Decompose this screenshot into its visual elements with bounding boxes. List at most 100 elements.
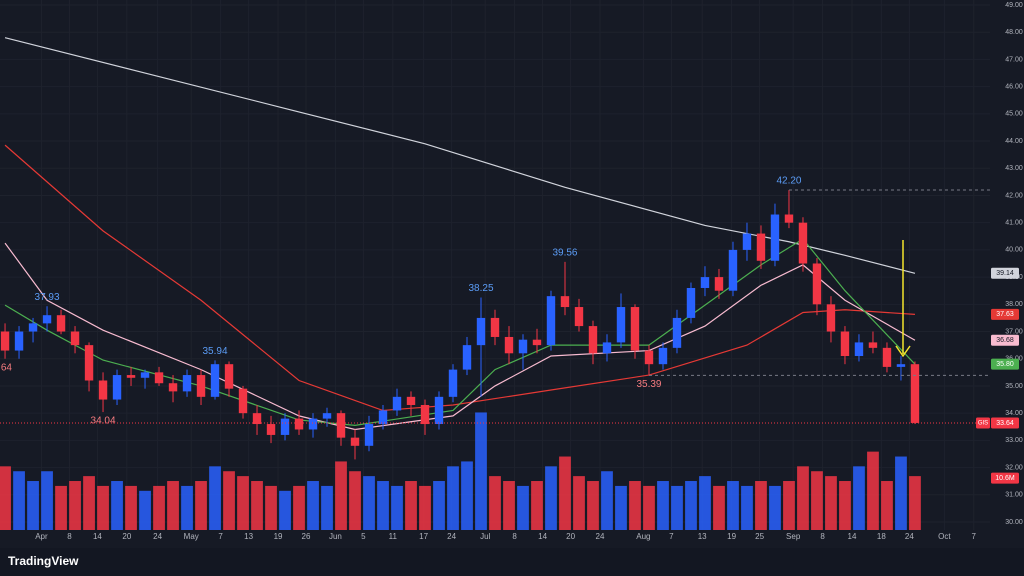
candle-body — [42, 315, 52, 324]
candle-body — [812, 263, 822, 305]
y-tick-label: 30.00 — [1005, 519, 1023, 526]
x-tick-label: 20 — [566, 532, 575, 541]
candle-body — [266, 424, 276, 435]
candle-body — [434, 396, 444, 425]
x-tick-label: May — [184, 532, 199, 541]
x-tick-label: 24 — [905, 532, 914, 541]
candle-body — [462, 345, 472, 370]
x-tick-label: 5 — [361, 532, 366, 541]
series-value-label: 37.63 — [996, 311, 1014, 318]
series-value-label-box — [991, 358, 1019, 370]
volume-bar — [293, 485, 305, 530]
symbol-label: GIS — [978, 421, 988, 427]
x-tick-label: Jul — [480, 532, 490, 541]
candle-body — [28, 323, 38, 332]
candle-body — [896, 364, 906, 367]
axis: 30.0031.0032.0033.0034.0035.0036.0037.00… — [35, 2, 1023, 541]
volume-bar — [223, 471, 235, 530]
x-tick-label: 24 — [447, 532, 456, 541]
y-tick-label: 49.00 — [1005, 2, 1023, 9]
candle-body — [70, 331, 80, 346]
candle-body — [742, 233, 752, 250]
price-label: 35.39 — [636, 379, 661, 390]
series-value-label-box — [991, 334, 1019, 346]
candle-body — [728, 249, 738, 291]
volume-bar — [405, 481, 417, 530]
candle-body — [84, 345, 94, 381]
volume-bar — [475, 412, 487, 530]
candle-body — [168, 383, 178, 392]
price-label: 35.94 — [203, 346, 228, 357]
volume-bar — [419, 485, 431, 530]
candle-body — [196, 375, 206, 397]
volume-bar — [251, 481, 263, 530]
candle-body — [840, 331, 850, 357]
candle-body — [112, 375, 122, 400]
x-tick-label: 7 — [669, 532, 674, 541]
annotation-arrowhead — [895, 345, 911, 358]
volume-bar — [83, 476, 95, 530]
volume-bar — [657, 481, 669, 530]
last-price-label-box — [991, 417, 1019, 429]
volume-bar — [279, 490, 291, 530]
volume-bar — [531, 481, 543, 530]
candle-body — [448, 369, 458, 397]
candle-body — [518, 339, 528, 354]
candle-body — [798, 222, 808, 264]
volume-bar — [769, 485, 781, 530]
volume-bar — [685, 481, 697, 530]
volume-bar — [321, 485, 333, 530]
y-tick-label: 33.00 — [1005, 437, 1023, 444]
volume-bar — [783, 481, 795, 530]
volume-bar — [391, 485, 403, 530]
x-tick-label: 24 — [596, 532, 605, 541]
volume-bar — [307, 481, 319, 530]
series-value-label: 36.68 — [996, 337, 1014, 344]
candle-body — [154, 372, 164, 384]
y-tick-label: 38.00 — [1005, 301, 1023, 308]
volume-bar — [461, 461, 473, 530]
y-tick-label: 47.00 — [1005, 56, 1023, 63]
x-tick-label: 8 — [512, 532, 517, 541]
x-tick-label: 26 — [302, 532, 311, 541]
candle-body — [364, 424, 374, 446]
volume-bar — [167, 481, 179, 530]
candle-body — [392, 396, 402, 411]
series-value-label-box — [991, 308, 1019, 320]
x-tick-label: 19 — [727, 532, 736, 541]
volume-bar — [755, 481, 767, 530]
volume-bar — [629, 481, 641, 530]
volume-value-label-box — [991, 472, 1019, 484]
x-tick-label: 7 — [972, 532, 977, 541]
candle-body — [602, 342, 612, 354]
footer — [0, 548, 1024, 576]
volume-bar — [363, 476, 375, 530]
candle-body — [252, 413, 262, 425]
candle-body — [378, 410, 388, 425]
volume-bar — [601, 471, 613, 530]
y-tick-label: 48.00 — [1005, 29, 1023, 36]
volume-bar — [825, 476, 837, 530]
candle-body — [56, 315, 66, 332]
volume-bar — [797, 466, 809, 530]
x-tick-label: 25 — [755, 532, 764, 541]
candle-body — [308, 418, 318, 430]
series-value-label: 39.14 — [996, 270, 1014, 277]
candle-body — [658, 347, 668, 365]
price-label: 37.93 — [35, 292, 60, 303]
volume-bar — [377, 481, 389, 530]
volume-bar — [27, 481, 39, 530]
x-tick-label: 8 — [67, 532, 72, 541]
x-tick-label: Sep — [786, 532, 801, 541]
volume-bar — [727, 481, 739, 530]
volume-bar — [615, 485, 627, 530]
volume-bar — [489, 476, 501, 530]
volume-bar — [139, 490, 151, 530]
volume-bar — [195, 481, 207, 530]
candle-body — [406, 396, 416, 405]
brand-logo[interactable]: TradingView — [8, 554, 79, 568]
x-tick-label: 18 — [877, 532, 886, 541]
price-label: 34.04 — [91, 416, 116, 427]
